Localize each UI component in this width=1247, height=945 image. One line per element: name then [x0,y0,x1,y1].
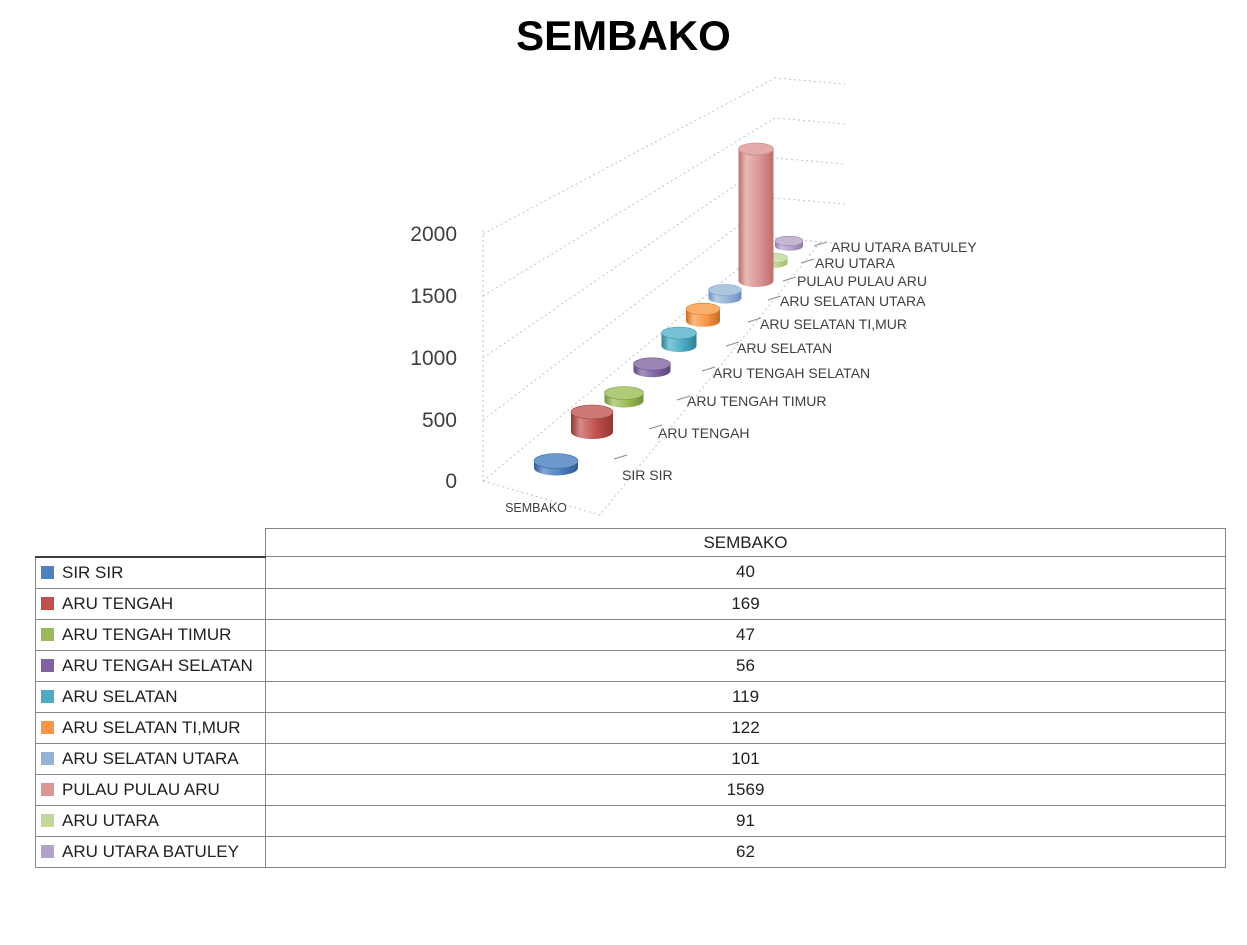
row-value: 169 [265,587,1226,620]
category-tick-marks [613,241,828,460]
y-tick-2000: 2000 [410,223,457,246]
y-tick-1500: 1500 [410,285,457,308]
category-label-aru-tengah: ARU TENGAH [658,425,750,441]
category-label-aru-utara: ARU UTARA [815,255,896,271]
row-label: ARU TENGAH [62,593,174,613]
legend-swatch [41,751,54,765]
row-label: ARU SELATAN TI,MUR [62,717,241,737]
row-label: ARU TENGAH SELATAN [62,655,253,675]
row-value: 40 [265,556,1226,589]
table-row: PULAU PULAU ARU 1569 [35,773,1226,806]
chart-title: SEMBAKO [516,12,731,59]
table-row: SIR SIR 40 [35,555,1226,589]
category-label-aru-selatan-timur: ARU SELATAN TI,MUR [760,316,907,332]
cylinder-aru-selatan-utara [708,284,742,304]
data-table: SEMBAKO SIR SIR 40 ARU TENGAH 169 ARU TE… [35,528,1226,868]
cylinder-aru-tengah [570,404,614,439]
table-row: ARU TENGAH SELATAN 56 [35,649,1226,682]
legend-swatch [41,782,54,796]
category-labels: SIR SIR ARU TENGAH ARU TENGAH TIMUR ARU … [622,239,977,483]
row-label: SIR SIR [62,562,124,582]
category-label-sir-sir: SIR SIR [622,467,673,483]
category-label-pulau-pulau-aru: PULAU PULAU ARU [797,273,927,289]
row-value: 119 [265,680,1226,713]
table-row: ARU SELATAN TI,MUR 122 [35,711,1226,744]
category-label-aru-tengah-timur: ARU TENGAH TIMUR [687,393,827,409]
category-label-aru-tengah-selatan: ARU TENGAH SELATAN [713,365,870,381]
row-value: 122 [265,711,1226,744]
table-row: ARU UTARA 91 [35,804,1226,837]
category-label-aru-selatan: ARU SELATAN [737,340,832,356]
gridlines [482,77,846,516]
category-label-aru-utara-batuley: ARU UTARA BATULEY [831,239,977,255]
table-row: ARU SELATAN UTARA 101 [35,742,1226,775]
row-value: 101 [265,742,1226,775]
row-label: ARU UTARA BATULEY [62,841,239,861]
cylinder-sir-sir [533,453,579,476]
cylinders [533,142,804,476]
row-label: ARU UTARA [62,810,159,830]
y-tick-0: 0 [445,470,457,493]
table-header-spacer [35,528,266,557]
table-header-row: SEMBAKO [35,528,1226,557]
cylinder-aru-selatan [661,326,697,352]
legend-swatch [41,813,54,827]
cylinder-pulau-pulau-aru [738,142,774,287]
row-value: 56 [265,649,1226,682]
legend-swatch [41,627,54,641]
y-tick-1000: 1000 [410,347,457,370]
legend-swatch [41,844,54,858]
row-value: 62 [265,835,1226,868]
cylinder-aru-utara-batuley [774,235,804,251]
row-label: ARU TENGAH TIMUR [62,624,232,644]
table-row: ARU SELATAN 119 [35,680,1226,713]
table-row: ARU TENGAH TIMUR 47 [35,618,1226,651]
legend-swatch [41,720,54,734]
cylinder-aru-tengah-timur [604,386,644,408]
legend-swatch [41,565,54,579]
row-value: 47 [265,618,1226,651]
row-label: PULAU PULAU ARU [62,779,220,799]
table-row: ARU UTARA BATULEY 62 [35,835,1226,868]
cylinder-chart: 0 500 1000 1500 2000 [410,77,977,516]
legend-swatch [41,689,54,703]
y-tick-500: 500 [422,409,457,432]
row-label: ARU SELATAN [62,686,178,706]
row-value: 91 [265,804,1226,837]
row-label: ARU SELATAN UTARA [62,748,239,768]
row-value: 1569 [265,773,1226,806]
cylinder-aru-tengah-selatan [633,357,671,378]
table-row: ARU TENGAH 169 [35,587,1226,620]
series-axis-label: SEMBAKO [505,501,567,515]
category-label-aru-selatan-utara: ARU SELATAN UTARA [780,293,926,309]
cylinder-aru-selatan-timur [685,302,721,327]
table-header-sembako: SEMBAKO [265,528,1226,557]
legend-swatch [41,596,54,610]
legend-swatch [41,658,54,672]
y-axis-labels: 0 500 1000 1500 2000 [410,223,457,493]
